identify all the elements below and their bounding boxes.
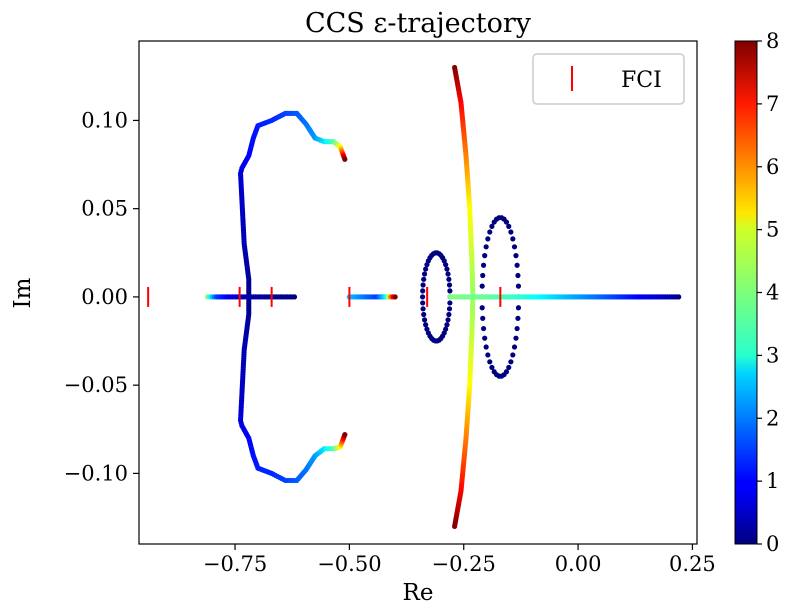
trajectory-point	[480, 262, 487, 268]
trajectory-point	[446, 311, 452, 318]
trajectory-point	[342, 431, 348, 438]
trajectory-point	[489, 223, 495, 229]
plot-layer	[147, 64, 682, 529]
trajectory-point	[445, 271, 451, 277]
trajectory-point	[443, 326, 449, 332]
colorbar-tick-label: 0	[766, 532, 779, 556]
trajectory-point	[482, 335, 488, 341]
trajectory-point	[515, 272, 521, 279]
colorbar: 0 1 2 3 4 5 6 7 8	[734, 29, 779, 556]
trajectory-point	[508, 359, 514, 365]
trajectory-point	[446, 282, 453, 288]
trajectory-point	[487, 359, 493, 365]
x-tick-label: 0.25	[669, 552, 716, 576]
trajectory-point	[510, 352, 516, 358]
plot-frame	[138, 40, 698, 545]
trajectory-point	[506, 223, 512, 229]
y-axis-label: Im	[10, 277, 36, 308]
colorbar-gradient	[734, 40, 758, 545]
trajectory-point	[444, 322, 450, 328]
trajectory-point	[480, 272, 486, 279]
legend-fci-label: FCI	[621, 68, 662, 93]
trajectory-point	[510, 236, 516, 242]
trajectory-point	[503, 369, 510, 375]
trajectory-point	[489, 364, 495, 371]
trajectory-point	[342, 156, 348, 162]
colorbar-tick-label: 1	[766, 469, 779, 493]
y-tick-label: 0.10	[81, 108, 128, 132]
x-tick-label: −0.25	[432, 552, 496, 576]
trajectory-point	[676, 294, 682, 300]
trajectory-point	[291, 294, 298, 300]
trajectory-point	[421, 311, 427, 318]
legend: FCI	[532, 53, 685, 105]
trajectory-point	[451, 523, 458, 529]
trajectory-point	[513, 335, 519, 341]
trajectory-point	[514, 325, 520, 332]
trajectory-point	[445, 317, 451, 323]
colorbar-ticks: 0 1 2 3 4 5 6 7 8	[757, 29, 779, 556]
chart-title: CCS ε-trajectory	[305, 8, 532, 39]
legend-box	[532, 53, 685, 105]
trajectory-point	[515, 305, 522, 311]
trajectory-point	[487, 229, 493, 235]
trajectory-point	[515, 315, 521, 321]
trajectory-point	[447, 300, 453, 306]
trajectory-point	[419, 294, 426, 300]
trajectory-point	[515, 283, 522, 289]
trajectory-point	[420, 300, 426, 306]
trajectory-point	[482, 253, 488, 259]
axes-layer: −0.75 −0.50 −0.25 0.00 0.25 0.10 0.05 0.00 −0.05…	[64, 40, 716, 576]
colorbar-tick-label: 7	[766, 92, 779, 116]
trajectory-point	[513, 253, 519, 259]
x-tick-label: 0.00	[555, 552, 602, 576]
trajectory-point	[514, 262, 520, 268]
trajectory-point	[420, 288, 426, 294]
trajectory-point	[485, 236, 491, 242]
colorbar-tick-label: 6	[766, 155, 779, 179]
trajectory-point	[480, 315, 486, 321]
x-tick-label: −0.50	[317, 552, 381, 576]
colorbar-tick-label: 5	[766, 218, 779, 242]
trajectory-point	[506, 364, 512, 371]
trajectory-point	[483, 244, 489, 250]
trajectory-point	[446, 276, 452, 282]
trajectory-point	[421, 276, 427, 282]
y-tick-label: −0.05	[64, 373, 128, 397]
trajectory-point	[479, 305, 485, 311]
trajectory-point	[447, 288, 453, 294]
trajectory-point	[479, 283, 485, 289]
trajectory-point	[508, 229, 514, 235]
trajectory-point	[444, 266, 450, 272]
trajectory-point	[485, 352, 491, 358]
trajectory-point	[446, 306, 453, 312]
colorbar-tick-label: 2	[766, 406, 779, 430]
colorbar-tick-label: 4	[766, 281, 779, 305]
trajectory-point	[424, 262, 430, 268]
trajectory-point	[421, 271, 428, 277]
colorbar-tick-label: 3	[766, 343, 779, 367]
trajectory-point	[420, 282, 426, 288]
colorbar-tick-label: 8	[766, 29, 779, 53]
y-tick-label: 0.05	[81, 197, 128, 221]
trajectory-point	[420, 306, 426, 312]
trajectory-point	[423, 266, 429, 272]
x-tick-label: −0.75	[203, 552, 267, 576]
trajectory-point	[480, 325, 487, 332]
trajectory-point	[392, 294, 398, 300]
trajectory-point	[511, 244, 518, 250]
trajectory-point	[483, 344, 489, 350]
x-axis-label: Re	[403, 580, 434, 606]
trajectory-point	[491, 219, 497, 225]
trajectory-point	[511, 344, 518, 350]
trajectory-point	[423, 322, 429, 328]
y-tick-label: 0.00	[81, 285, 128, 309]
y-tick-label: −0.10	[64, 461, 128, 485]
trajectory-point	[421, 317, 428, 323]
